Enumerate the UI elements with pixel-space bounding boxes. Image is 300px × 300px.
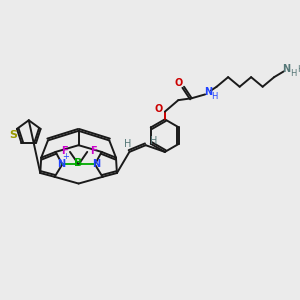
Text: H: H: [150, 136, 157, 146]
Text: H: H: [297, 65, 300, 74]
Text: H: H: [212, 92, 218, 101]
Text: N: N: [92, 159, 100, 170]
Text: B: B: [74, 158, 83, 168]
Text: F: F: [90, 146, 96, 156]
Text: H: H: [290, 69, 296, 78]
Text: N: N: [283, 64, 291, 74]
Text: N: N: [57, 159, 65, 170]
Text: F: F: [61, 146, 68, 156]
Text: N: N: [204, 88, 212, 98]
Text: +: +: [62, 152, 69, 161]
Text: O: O: [155, 104, 163, 114]
Text: O: O: [174, 78, 182, 88]
Text: S: S: [9, 130, 17, 140]
Text: H: H: [124, 139, 131, 149]
